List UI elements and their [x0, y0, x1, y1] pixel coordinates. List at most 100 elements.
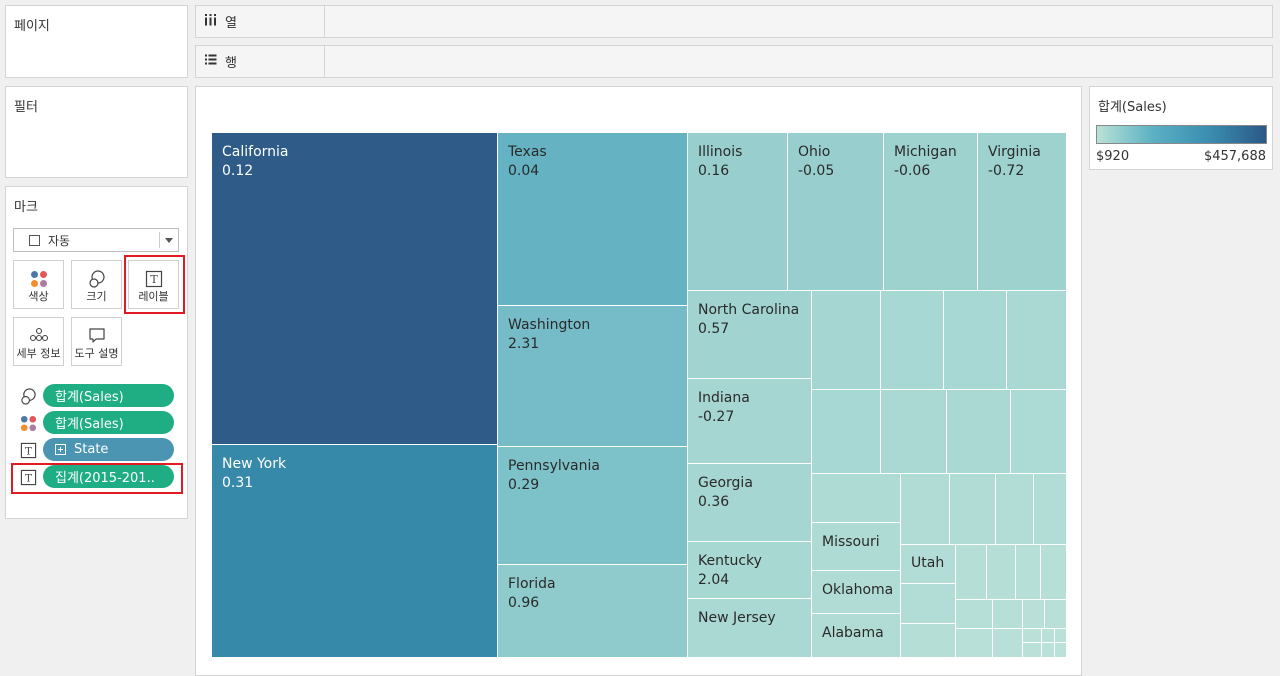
treemap-cell[interactable]: [956, 600, 992, 628]
treemap-cell[interactable]: [950, 474, 995, 544]
treemap-cell[interactable]: [881, 390, 946, 473]
detail-button[interactable]: 세부 정보: [13, 317, 64, 366]
treemap-cell-kentucky[interactable]: Kentucky 2.04: [688, 542, 811, 598]
treemap-cell-virginia[interactable]: Virginia -0.72: [978, 133, 1066, 290]
treemap-cell-california[interactable]: California 0.12: [212, 133, 497, 444]
treemap-cell[interactable]: [944, 291, 1006, 389]
state-name: Indiana: [698, 390, 750, 406]
label-value: -0.27: [698, 409, 735, 425]
treemap-cell[interactable]: [993, 629, 1022, 657]
treemap-cell-missouri[interactable]: Missouri: [812, 523, 900, 570]
legend-min-value: $920: [1096, 149, 1130, 164]
treemap-cell[interactable]: [956, 545, 986, 599]
label-value: 0.29: [508, 477, 540, 493]
treemap-cell[interactable]: [901, 624, 955, 657]
treemap-cell-georgia[interactable]: Georgia 0.36: [688, 464, 811, 541]
treemap-cell-florida[interactable]: Florida 0.96: [498, 565, 687, 657]
treemap-cell[interactable]: [996, 474, 1033, 544]
treemap-cell[interactable]: [1007, 291, 1066, 389]
label-aggregate-pill[interactable]: 집계(2015-201..: [43, 465, 174, 488]
treemap-cell[interactable]: [947, 390, 1010, 473]
treemap-cell-new-jersey[interactable]: New Jersey: [688, 599, 811, 657]
state-name: Virginia: [988, 144, 1041, 160]
label-button-label: 레이블: [138, 290, 169, 303]
treemap-cell-texas[interactable]: Texas 0.04: [498, 133, 687, 305]
treemap-cell[interactable]: [1041, 545, 1066, 599]
color-button[interactable]: 색상: [13, 260, 64, 309]
treemap-cell-alabama[interactable]: Alabama: [812, 614, 900, 657]
treemap-cell[interactable]: [812, 474, 900, 522]
text-label-icon: T: [20, 442, 37, 459]
label-value: 2.31: [508, 336, 540, 352]
treemap-cell[interactable]: [1034, 474, 1066, 544]
state-name: Washington: [508, 317, 591, 333]
label-button[interactable]: T 레이블: [128, 260, 179, 309]
treemap-cell-ohio[interactable]: Ohio -0.05: [788, 133, 883, 290]
treemap-cell[interactable]: [812, 291, 880, 389]
mark-type-label: 자동: [48, 233, 71, 248]
columns-shelf[interactable]: 열: [195, 5, 1273, 38]
label-value: 0.31: [222, 475, 254, 491]
square-icon: [29, 234, 40, 246]
rows-icon: [204, 53, 225, 70]
treemap-cell-oklahoma[interactable]: Oklahoma: [812, 571, 900, 613]
treemap-cell[interactable]: [1023, 600, 1044, 628]
svg-text:T: T: [25, 472, 32, 484]
state-name: Illinois: [698, 144, 743, 160]
label-value: 0.12: [222, 163, 254, 179]
treemap-cell[interactable]: [993, 600, 1022, 628]
rows-shelf[interactable]: 행: [195, 45, 1273, 78]
treemap-cell-utah[interactable]: Utah: [901, 545, 955, 583]
treemap-cell[interactable]: [901, 584, 955, 623]
treemap-cell[interactable]: [1055, 629, 1066, 642]
columns-shelf-text: 열: [225, 16, 237, 31]
treemap-cell[interactable]: [987, 545, 1015, 599]
state-name: Utah: [911, 555, 945, 571]
pages-card[interactable]: 페이지: [5, 5, 188, 78]
tooltip-button[interactable]: 도구 설명: [71, 317, 122, 366]
size-sum-sales-pill[interactable]: 합계(Sales): [43, 384, 174, 407]
size-circles-icon: [20, 388, 37, 405]
treemap-cell-michigan[interactable]: Michigan -0.06: [884, 133, 977, 290]
state-name: Pennsylvania: [508, 458, 600, 474]
treemap-cell[interactable]: [1016, 545, 1040, 599]
treemap-cell[interactable]: [1055, 643, 1066, 657]
label-field-row: T 집계(2015-201..: [13, 465, 179, 489]
treemap-cell[interactable]: [1042, 643, 1054, 657]
color-legend[interactable]: 합계(Sales) $920 $457,688: [1089, 86, 1273, 170]
treemap-cell[interactable]: [812, 390, 880, 473]
state-name: North Carolina: [698, 302, 800, 318]
mark-type-dropdown[interactable]: 자동: [13, 228, 179, 252]
treemap-cell-north-carolina[interactable]: North Carolina 0.57: [688, 291, 811, 378]
label-value: -0.05: [798, 163, 835, 179]
state-name: Kentucky: [698, 553, 762, 569]
treemap-cell[interactable]: [1042, 629, 1054, 642]
treemap-cell-illinois[interactable]: Illinois 0.16: [688, 133, 787, 290]
state-pill-label: State: [74, 442, 109, 457]
color-button-label: 색상: [28, 290, 49, 303]
state-name: Georgia: [698, 475, 753, 491]
treemap-cell[interactable]: [956, 629, 992, 657]
label-value: -0.72: [988, 163, 1025, 179]
treemap-cell[interactable]: [1011, 390, 1066, 473]
treemap-cell-indiana[interactable]: Indiana -0.27: [688, 379, 811, 463]
size-button[interactable]: 크기: [71, 260, 122, 309]
treemap-cell-washington[interactable]: Washington 2.31: [498, 306, 687, 446]
treemap-cell-pennsylvania[interactable]: Pennsylvania 0.29: [498, 447, 687, 564]
label-value: 0.96: [508, 595, 540, 611]
detail-dots-icon: [14, 327, 63, 343]
label-pill-highlight: [11, 463, 183, 494]
filters-card[interactable]: 필터: [5, 86, 188, 178]
treemap-cell[interactable]: [1023, 643, 1041, 657]
treemap-cell-new-york[interactable]: New York 0.31: [212, 445, 497, 657]
rows-shelf-label: 행: [196, 46, 325, 77]
treemap-cell[interactable]: [901, 474, 949, 544]
state-pill[interactable]: State: [43, 438, 174, 461]
expand-plus-icon[interactable]: [55, 444, 66, 455]
color-sum-sales-pill[interactable]: 합계(Sales): [43, 411, 174, 434]
treemap-cell[interactable]: [881, 291, 943, 389]
treemap-cell[interactable]: [1023, 629, 1041, 642]
detail-button-label: 세부 정보: [16, 347, 61, 360]
treemap-cell[interactable]: [1045, 600, 1066, 628]
speech-bubble-icon: [72, 327, 121, 345]
